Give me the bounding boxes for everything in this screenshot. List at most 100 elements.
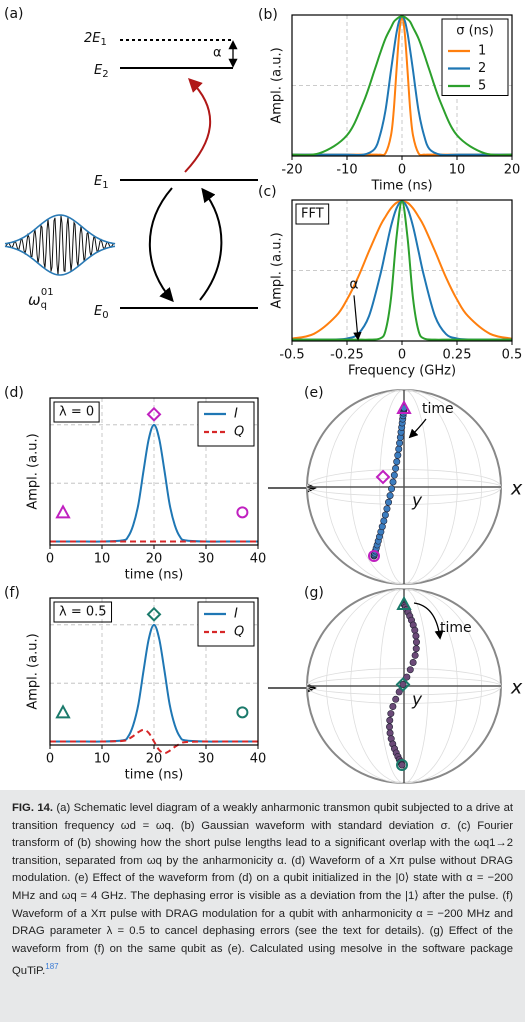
legend-label: Q [234,625,244,640]
x-tick-label: -0.5 [279,348,304,363]
trajectory-point [411,651,419,659]
x-axis-label: Frequency (GHz) [348,364,456,379]
panel-label: (c) [258,184,277,200]
x-tick-label: 30 [198,552,215,567]
plot-frame [49,597,259,746]
y-axis-label: Ampl. (a.u.) [26,633,41,709]
x-tick-label: -20 [281,163,302,178]
envelope [4,214,116,245]
legend-label: Q [234,425,244,440]
marker [236,506,249,519]
x-tick-label: 0 [398,163,406,178]
badge-label: λ = 0.5 [59,605,107,620]
badge-box [295,203,330,225]
axis-label: x [510,478,523,500]
marker [55,704,71,719]
x-tick-label: -10 [336,163,357,178]
trajectory-point [399,680,407,688]
x-tick-label: -0.25 [330,348,364,363]
level-symbol: 2E [84,31,101,46]
caption-ref: 187 [45,962,59,972]
state-marker [396,595,412,610]
panel-label: (g) [304,585,324,601]
time-label: time [422,401,454,417]
trajectory-point [412,638,420,646]
x-axis-label: time (ns) [125,568,184,583]
trajectory-point [412,645,420,653]
level-label: E2 [94,63,109,81]
trajectory-point [386,716,394,724]
badge-label: FFT [301,207,324,222]
level-symbol: E [94,174,103,189]
envelope [4,245,116,276]
wave [4,215,116,275]
panel-label: (f) [4,585,20,601]
badge-label: λ = 0 [59,405,94,420]
x-tick-label: 20 [146,752,163,767]
state-marker [396,759,408,771]
trajectory-point [394,451,402,459]
badge-box [53,601,113,623]
trajectory-point [387,710,395,718]
level-symbol: E [94,304,103,319]
state-marker [395,677,411,692]
trajectory-point [392,464,400,472]
plot-frame [49,397,259,546]
legend-box [441,18,509,96]
x-tick-label: 0.25 [443,348,472,363]
level-label: 2E1 [84,31,107,49]
axis-label: x [510,677,523,699]
trajectory-point [411,626,419,634]
drive-label: ωq 01 [28,287,54,311]
trajectory-point [409,658,417,666]
legend-box [197,401,255,447]
time-arrow [413,602,444,640]
x-tick-label: 0.5 [502,348,523,363]
transition-arrow [148,187,174,303]
series-line [50,728,258,755]
legend-title: σ (ns) [456,24,494,39]
trajectory-point [389,478,397,486]
legend-label: I [234,607,238,622]
x-tick-label: 10 [449,163,466,178]
level-symbol: E [94,63,103,78]
wave-packet [4,214,116,276]
trajectory-point [388,485,396,493]
legend-label: 2 [478,61,486,76]
badge-box [53,401,100,423]
legend-box [197,601,255,647]
drive-symbol: ω [28,291,41,309]
panel-label: (e) [304,385,324,401]
x-axis-label: time (ns) [125,768,184,783]
transition-arrow [184,78,212,173]
trajectory-point [386,729,394,737]
x-tick-label: 40 [250,552,267,567]
axis-label: y [411,491,423,511]
x-tick-label: 0 [398,348,406,363]
x-tick-label: 0 [46,552,54,567]
legend-label: 1 [478,44,486,59]
trajectory-point [392,695,400,703]
trajectory-point [383,505,391,513]
trajectory-point [403,673,411,681]
trajectory-point [412,632,420,640]
trajectory-point [389,703,397,711]
marker [55,504,71,519]
alpha-label: α [213,46,222,61]
annotation-arrow [353,295,362,341]
x-tick-label: 20 [504,163,521,178]
annotation: α [349,276,358,292]
transition-arrow [199,187,223,301]
trajectory-point [390,471,398,479]
trajectory-point [406,666,414,674]
legend-label: I [234,407,238,422]
x-tick-label: 40 [250,752,267,767]
legend-label: 5 [478,79,486,94]
caption-label: FIG. 14. [12,802,54,814]
x-tick-label: 0 [46,752,54,767]
panel-label: (a) [4,6,24,22]
x-tick-label: 10 [94,752,111,767]
marker [236,706,249,719]
state-marker [375,469,391,485]
level-label: E1 [94,174,109,192]
